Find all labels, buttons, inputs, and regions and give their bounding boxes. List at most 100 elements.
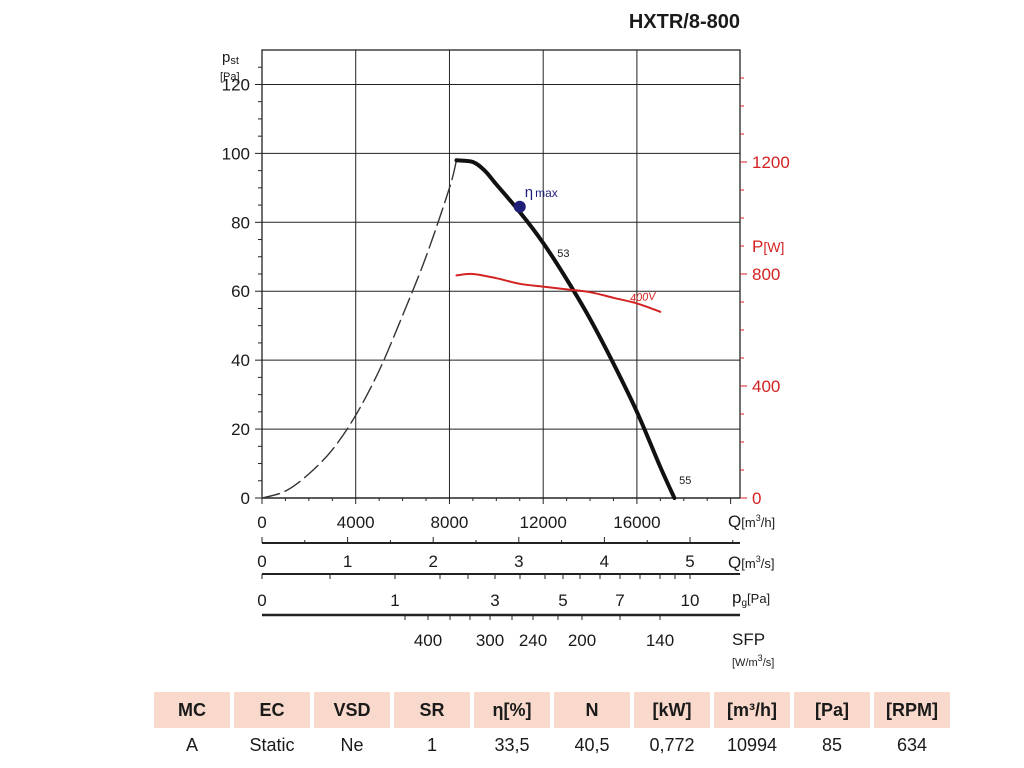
x3-axis-unit: [Pa] [747, 591, 770, 606]
series-pressure-dashed [261, 159, 458, 499]
markers-group: η max 53 55 [513, 184, 691, 487]
spec-header-cell: VSD [314, 692, 390, 728]
x4-tick-label: 400 [414, 631, 442, 650]
y-axis-label-sub: st [230, 55, 239, 67]
curve-annotation: 55 [679, 475, 691, 487]
spec-value-cell: 10994 [726, 734, 778, 755]
y2-axis-unit: [W] [763, 239, 784, 255]
right-axis: 0 400 800 1200 P[W] [740, 77, 790, 508]
x4-tick-label: 140 [646, 631, 674, 650]
x3-axis-name: p [732, 588, 741, 607]
x-tick-label: 8000 [431, 513, 469, 532]
x3-tick-label: 5 [558, 591, 567, 610]
spec-value-cell: Ne [340, 734, 364, 755]
y-tick-label: 20 [231, 420, 250, 439]
series-group: 400V [261, 158, 677, 500]
spec-value-cell: 634 [896, 734, 928, 755]
series-pressure [454, 158, 677, 500]
y-tick-label: 0 [241, 489, 250, 508]
spec-header-cell: [m³/h] [714, 692, 790, 728]
x2-tick-label: 1 [343, 552, 352, 571]
y-axis-label: pst [222, 49, 239, 67]
y-axis-unit: [Pa] [220, 71, 240, 83]
series-label-400v: 400V [630, 290, 658, 304]
x2-axis-unit-sup: 3 [756, 554, 761, 564]
plot-frame [261, 49, 741, 499]
x4-axis-unit: [W/m3/s] [732, 653, 774, 669]
y2-tick-label: 0 [752, 489, 761, 508]
x4-axis-unit-main: [W/m [732, 657, 758, 669]
x4-axis-unit-end: /s] [763, 657, 775, 669]
left-axis: 0 20 40 60 80 100 120 pst [Pa] [220, 49, 262, 508]
x2-tick-label: 2 [428, 552, 437, 571]
x2-axis-unit: [m [741, 556, 755, 571]
x2-axis-unit-end: /s] [761, 556, 775, 571]
x-tick-label: 4000 [337, 513, 375, 532]
y2-tick-label: 1200 [752, 153, 790, 172]
x2-axis-label: Q[m3/s] [728, 553, 774, 572]
y2-tick-label: 400 [752, 377, 780, 396]
spec-value-cell: 1 [426, 734, 437, 755]
x-tick-label: 16000 [613, 513, 660, 532]
spec-value-cell: A [185, 734, 198, 755]
series-power [455, 272, 662, 313]
x-axis-label: Q[m3/h] [728, 512, 775, 531]
eta-max-label: η max [525, 184, 558, 201]
y-axis-label-main: p [222, 49, 230, 66]
curve-annotation: 53 [557, 248, 569, 260]
x3-tick-label: 1 [390, 591, 399, 610]
spec-header-cell: [kW] [634, 692, 710, 728]
x2-tick-label: 5 [685, 552, 694, 571]
spec-table-value-row: A Static Ne 1 33,5 40,5 0,772 10994 85 634 [154, 728, 950, 762]
x-axis-unit-end: /h] [761, 515, 775, 530]
x2-tick-label: 3 [514, 552, 523, 571]
x-axis-unit-sup: 3 [756, 513, 761, 523]
spec-table-header-row: MC EC VSD SR η[%] N [kW] [m³/h] [Pa] [RPM] [154, 692, 950, 728]
x-tick-label: 0 [257, 513, 266, 532]
eta-max-symbol: η [525, 184, 533, 201]
y-tick-label: 100 [222, 144, 250, 163]
x-axes: 0 4000 8000 12000 16000 Q[m3/h]0 1 2 3 4 5 Q[m3/s]0… [257, 497, 775, 669]
spec-header-cell: [RPM] [874, 692, 950, 728]
spec-value-cell: 33,5 [494, 734, 530, 755]
spec-header-cell: N [554, 692, 630, 728]
x-tick-label: 12000 [520, 513, 567, 532]
spec-header-cell: SR [394, 692, 470, 728]
spec-value-cell: 40,5 [574, 734, 610, 755]
spec-header-cell: [Pa] [794, 692, 870, 728]
spec-header-cell: MC [154, 692, 230, 728]
spec-value-cell: 85 [821, 734, 843, 755]
x4-tick-label: 240 [519, 631, 547, 650]
x2-tick-label: 4 [600, 552, 609, 571]
eta-max-sub: max [535, 186, 558, 200]
x4-axis-unit-sup: 3 [758, 653, 763, 663]
y-tick-label: 120 [222, 75, 250, 94]
grid [261, 49, 741, 499]
spec-header-cell: EC [234, 692, 310, 728]
spec-header-cell: η[%] [474, 692, 550, 728]
y-tick-label: 40 [231, 351, 250, 370]
y2-tick-label: 800 [752, 265, 780, 284]
x3-tick-label: 3 [490, 591, 499, 610]
chart-title: HXTR/8-800 [629, 11, 740, 33]
x3-tick-label: 0 [257, 591, 266, 610]
x-axis-name: Q [728, 512, 741, 531]
spec-value-cell: 0,772 [649, 734, 695, 755]
x2-axis-name: Q [728, 553, 741, 572]
y2-axis-label: P[W] [752, 237, 784, 256]
spec-table: MC EC VSD SR η[%] N [kW] [m³/h] [Pa] [RPM] A Stati… [150, 692, 954, 762]
y2-axis-label-main: P [752, 237, 763, 256]
x3-axis-label: pg[Pa] [732, 588, 770, 609]
x4-axis-name: SFP [732, 630, 765, 649]
x3-tick-label: 10 [681, 591, 700, 610]
x3-tick-label: 7 [615, 591, 624, 610]
x4-tick-label: 300 [476, 631, 504, 650]
spec-value-cell: Static [249, 734, 295, 755]
x2-tick-label: 0 [257, 552, 266, 571]
x4-tick-label: 200 [568, 631, 596, 650]
eta-max-point [513, 200, 526, 213]
x3-axis-name-sub: g [741, 598, 747, 609]
x-axis-unit: [m [741, 515, 755, 530]
y-tick-label: 80 [231, 213, 250, 232]
